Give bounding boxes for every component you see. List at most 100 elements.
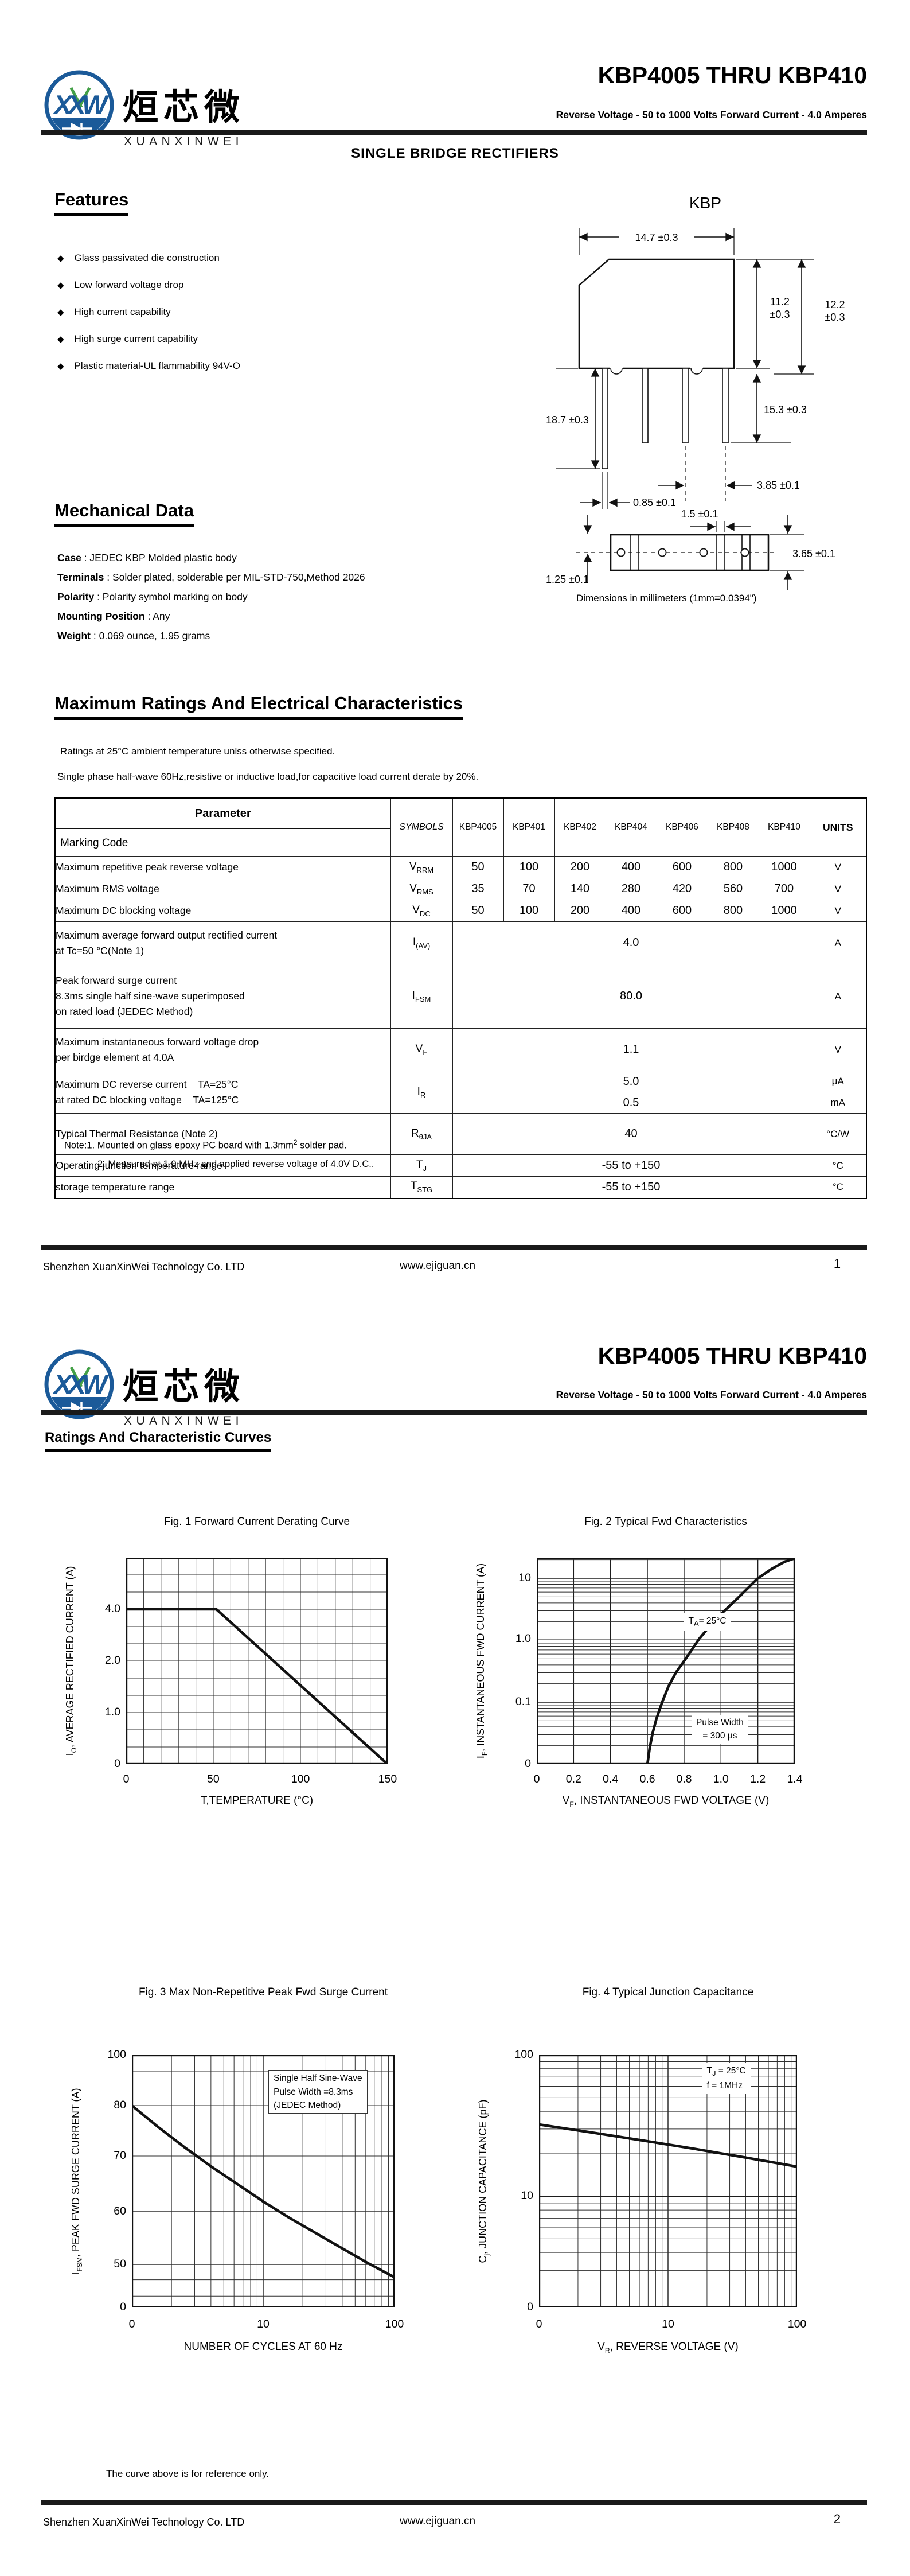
value-cell: 600 (656, 856, 708, 878)
logo-en-name: XUANXINWEI (124, 135, 243, 148)
mechanical-row: Mounting Position : Any (57, 610, 516, 622)
feature-item: ◆ High surge current capability (57, 333, 378, 345)
parameter-text: Peak forward surge current (56, 975, 177, 986)
parameter-text: Maximum repetitive peak reverse voltage (56, 861, 239, 873)
parameter-text: Operating junction temperature range (56, 1159, 222, 1171)
value-cell: 400 (605, 900, 657, 922)
value-cell: 1.1 (452, 1028, 810, 1071)
x-tick-label: 150 (378, 1773, 397, 1785)
svg-text:±0.3: ±0.3 (770, 309, 790, 320)
y-tick-label: 80 (114, 2099, 126, 2111)
package-outline-drawing: 14.7 ±0.3 11.2 ±0.3 12.2 ±0.3 15.3 ±0.3 … (545, 228, 851, 604)
features-list: ◆ Glass passivated die construction ◆ Low f… (57, 252, 378, 387)
ratings-section-heading: Maximum Ratings And Electrical Character… (54, 693, 463, 720)
dimensions-caption: Dimensions in millimeters (1mm=0.0394") (576, 593, 757, 604)
dim-top-width: 14.7 ±0.3 (635, 232, 678, 243)
unit-cell: °C/W (809, 1113, 867, 1155)
value-cell: 70 (503, 878, 555, 900)
value-cell: -55 to +150 (452, 1154, 810, 1177)
x-tick-label: 0 (536, 2318, 542, 2330)
header-part-number: KBP4005 (452, 797, 504, 857)
y-tick-label: 10 (518, 1571, 531, 1584)
y-axis-title: IFSM, PEAK FWD SURGE CURRENT (A) (70, 2088, 84, 2275)
dim-lead-width: 0.85 ±0.1 (633, 497, 676, 508)
annotation-line: = 300 μs (702, 1730, 737, 1741)
unit-cell: mA (809, 1092, 867, 1114)
annotation-line: f = 1MHz (706, 2080, 743, 2091)
ratings-intro-1: Ratings at 25°C ambient temperature unls… (60, 746, 335, 757)
value-cell: 0.5 (452, 1092, 810, 1114)
value-cell: 35 (452, 878, 504, 900)
mechanical-label: Case (57, 552, 81, 563)
y-tick-label: 0 (114, 1757, 120, 1770)
footer-url: www.ejiguan.cn (400, 2515, 476, 2527)
header-units: UNITS (809, 797, 867, 857)
x-axis-title: VF, INSTANTANEOUS FWD VOLTAGE (V) (562, 1795, 770, 1808)
y-tick-label: 10 (521, 2189, 533, 2203)
figure-title: Fig. 4 Typical Junction Capacitance (582, 1986, 754, 1998)
y-tick-label: 0 (120, 2301, 126, 2313)
x-tick-label: 100 (787, 2318, 807, 2330)
header-divider (41, 130, 867, 135)
value-cell: 50 (452, 900, 504, 922)
ratings-table: Parameter Marking Code SYMBOLS KBP4005 KBP40… (54, 797, 867, 1199)
chart-plot-area (539, 2055, 797, 2307)
mechanical-label: Terminals (57, 571, 104, 583)
company-logo: XXW 烜芯微 XUANXINWEI (44, 1349, 243, 1427)
logo-letters: XXW (52, 1369, 110, 1399)
mechanical-row: Case : JEDEC KBP Molded plastic body (57, 552, 516, 564)
chart-annotation: TJ = 25°C f = 1MHz (701, 2063, 751, 2094)
package-body-front (578, 258, 735, 369)
curves-section-heading: Ratings And Characteristic Curves (45, 1430, 272, 1452)
value-cell: 800 (707, 856, 759, 878)
feature-item: ◆ Plastic material-UL flammability 94V-O (57, 360, 378, 372)
x-tick-label: 0.4 (603, 1773, 619, 1785)
diamond-bullet-icon: ◆ (57, 334, 64, 344)
figure-title: Fig. 2 Typical Fwd Characteristics (584, 1516, 747, 1528)
mechanical-value: : 0.069 ounce, 1.95 grams (91, 630, 210, 641)
dim-side-offset: 1.25 ±0.1 (546, 574, 589, 585)
table-row: Typical Thermal Resistance (Note 2) RθJA 4… (54, 1113, 867, 1155)
y-tick-label: 1.0 (104, 1706, 120, 1718)
annotation-line: TJ = 25°C (706, 2066, 746, 2078)
logo-green-accent (77, 1366, 91, 1388)
lead-4 (722, 368, 729, 443)
mold-notch (690, 368, 703, 375)
x-tick-label: 0.8 (676, 1773, 692, 1785)
doc-title: KBP4005 THRU KBP410 (597, 1343, 867, 1369)
logo-en-name: XUANXINWEI (124, 1414, 243, 1427)
x-tick-label: 10 (257, 2318, 270, 2330)
x-tick-label: 1.0 (713, 1773, 729, 1785)
y-tick-label: 2.0 (104, 1654, 120, 1667)
table-row: Maximum DC reverse current TA=25°C at rat… (54, 1071, 867, 1114)
figure-title: Fig. 3 Max Non-Repetitive Peak Fwd Surge… (138, 1986, 388, 1998)
footer-company: Shenzhen XuanXinWei Technology Co. LTD (43, 1261, 245, 1273)
doc-subtitle: Reverse Voltage - 50 to 1000 Volts Forwa… (556, 1389, 867, 1400)
y-tick-label: 0.1 (515, 1695, 531, 1708)
value-cell: 80.0 (452, 964, 810, 1029)
value-cell: 100 (503, 900, 555, 922)
unit-cell: °C (809, 1176, 867, 1198)
value-cell: 50 (452, 856, 504, 878)
feature-item: ◆ Glass passivated die construction (57, 252, 378, 264)
x-tick-label: 50 (206, 1773, 220, 1785)
feature-text: High current capability (74, 306, 171, 317)
unit-cell: V (809, 1028, 867, 1071)
y-tick-label: 0 (525, 1757, 531, 1770)
y-tick-label: 50 (114, 2258, 126, 2271)
value-cell: 800 (707, 900, 759, 922)
lead-3 (682, 368, 689, 443)
parameter-text: Maximum RMS voltage (56, 883, 159, 894)
parameter-text: at Tc=50 °C(Note 1) (56, 944, 144, 956)
header-symbols: SYMBOLS (390, 797, 453, 857)
parameter-text: Maximum instantaneous forward voltage dr… (56, 1036, 259, 1048)
value-cell: 400 (605, 856, 657, 878)
feature-text: Low forward voltage drop (74, 279, 184, 290)
value-cell: 5.0 (452, 1071, 810, 1092)
table-header-row: Parameter Marking Code SYMBOLS KBP4005 KBP40… (54, 797, 867, 857)
chart-curve (539, 2123, 797, 2168)
logo-cn-name: 烜芯微 (123, 88, 245, 127)
doc-title: KBP4005 THRU KBP410 (597, 62, 867, 88)
figure-title: Fig. 1 Forward Current Derating Curve (163, 1516, 350, 1528)
diamond-bullet-icon: ◆ (57, 308, 64, 317)
